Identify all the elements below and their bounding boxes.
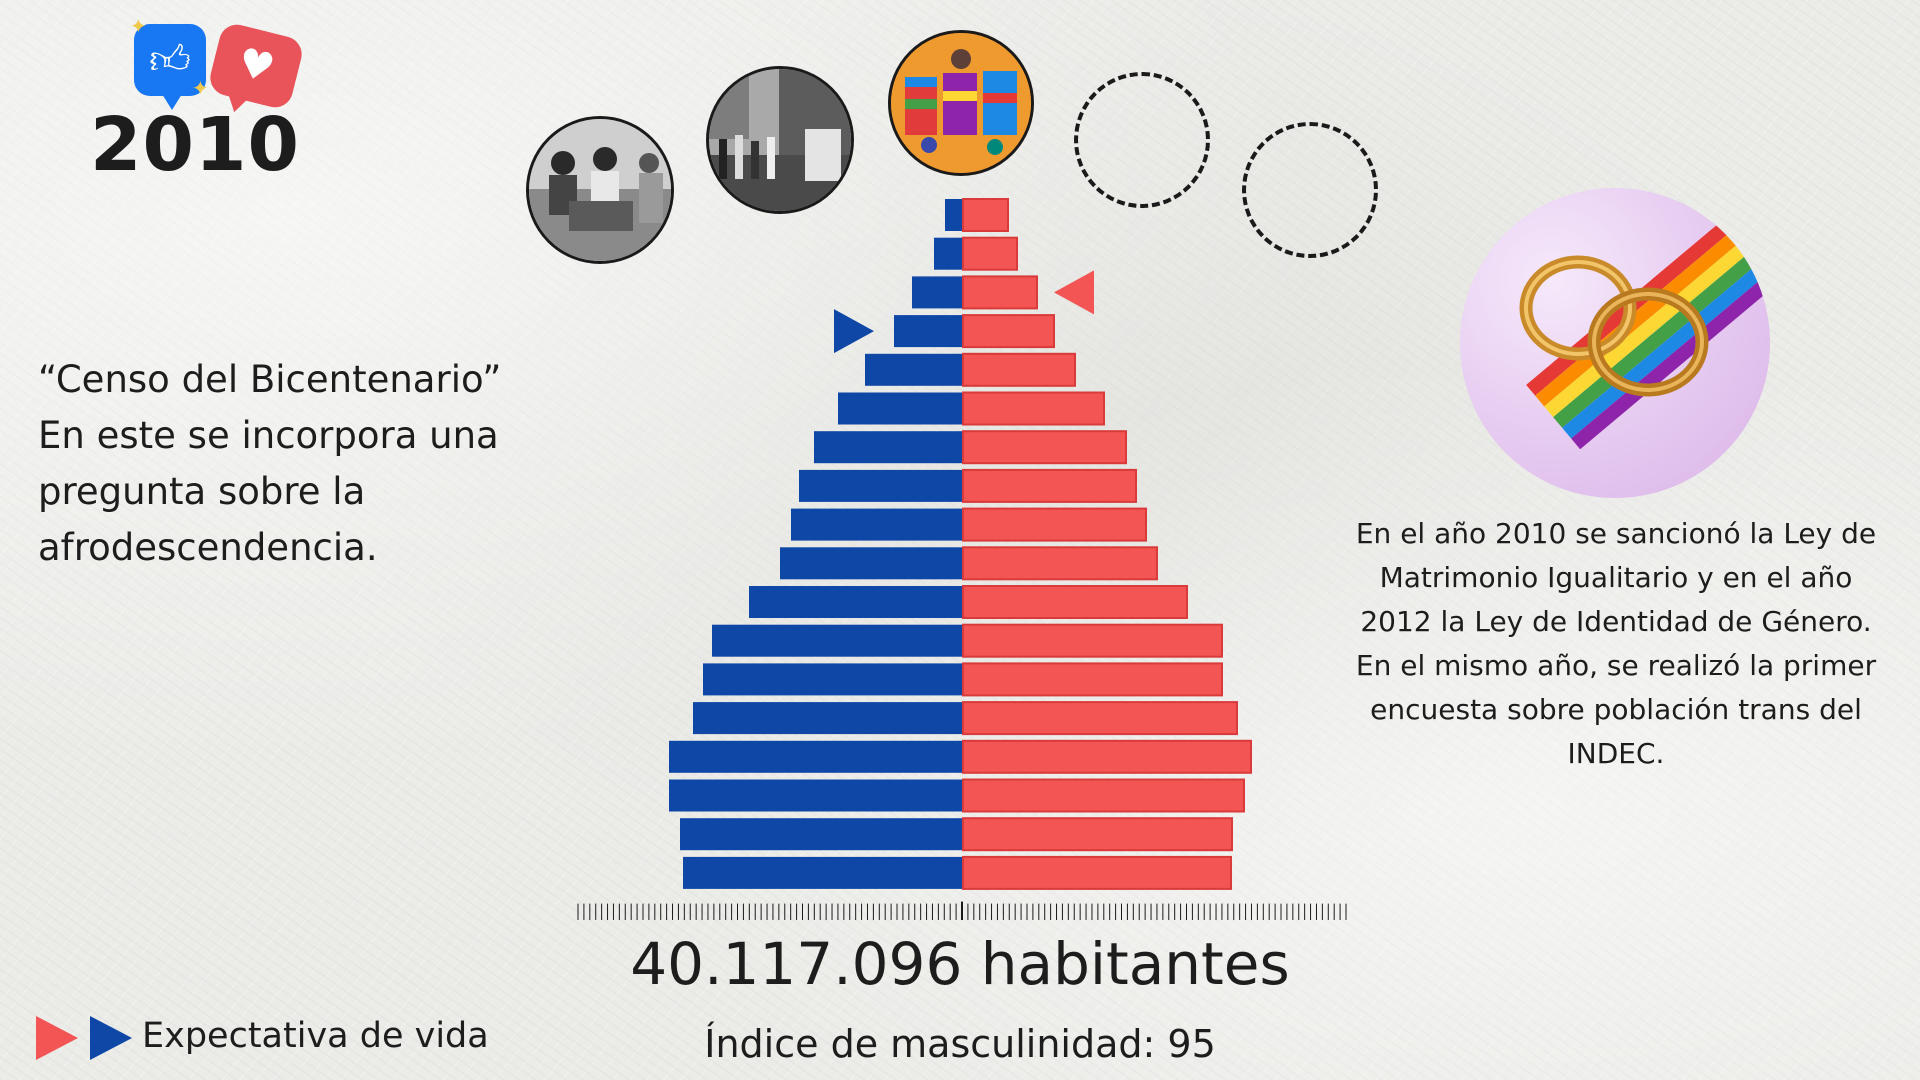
heart-icon: ♥ bbox=[206, 20, 306, 112]
photo-art bbox=[1519, 188, 1770, 450]
female-bar bbox=[962, 430, 1127, 465]
male-bar bbox=[680, 818, 962, 851]
census-note-line: En este se incorpora una bbox=[38, 414, 499, 457]
male-bar bbox=[669, 779, 962, 812]
male-bar bbox=[799, 469, 962, 502]
male-bar bbox=[865, 353, 962, 386]
female-bar bbox=[962, 817, 1233, 852]
census-note-line: “Censo del Bicentenario” bbox=[38, 358, 502, 401]
female-bar bbox=[962, 739, 1252, 774]
legend-label: Expectativa de vida bbox=[142, 1016, 489, 1056]
thumbs-up-icon: 👍︎ bbox=[149, 37, 191, 83]
sparkle-icon: ✦ bbox=[192, 76, 209, 100]
law-note-line: encuesta sobre población trans del bbox=[1370, 693, 1862, 726]
female-bar bbox=[962, 701, 1238, 736]
female-bar bbox=[962, 275, 1038, 310]
law-note-line: En el mismo año, se realizó la primer bbox=[1355, 649, 1877, 682]
law-note-line: 2012 la Ley de Identidad de Género. bbox=[1360, 605, 1872, 638]
life-expectancy-markers bbox=[834, 270, 1094, 354]
male-bar bbox=[780, 547, 962, 580]
census-note: “Censo del Bicentenario” En este se inco… bbox=[38, 352, 518, 576]
population-total: 40.117.096 habitantes bbox=[630, 930, 1290, 998]
female-bar bbox=[962, 855, 1232, 890]
male-bar bbox=[703, 663, 962, 696]
census-note-line: afrodescendencia. bbox=[38, 526, 378, 569]
male-bar bbox=[912, 276, 962, 309]
female-bar bbox=[962, 662, 1223, 697]
male-bar bbox=[838, 392, 962, 425]
male-bar bbox=[934, 237, 962, 270]
population-pyramid bbox=[577, 198, 1347, 920]
male-life-expectancy-marker bbox=[834, 309, 874, 354]
female-bar bbox=[962, 198, 1009, 232]
female-bar bbox=[962, 778, 1245, 813]
law-note-line: Matrimonio Igualitario y en el año bbox=[1379, 561, 1853, 594]
male-bar bbox=[683, 856, 962, 889]
census-note-line: pregunta sobre la bbox=[38, 470, 366, 513]
male-bar bbox=[712, 624, 962, 657]
law-note-line: En el año 2010 se sancionó la Ley de bbox=[1355, 517, 1877, 550]
female-bar bbox=[962, 585, 1188, 619]
male-bar bbox=[814, 431, 962, 464]
female-bar bbox=[962, 314, 1055, 349]
female-life-expectancy-marker bbox=[1054, 270, 1094, 315]
wedding-rings-photo bbox=[1460, 188, 1770, 498]
empty-photo-slot bbox=[1242, 122, 1378, 258]
female-bar bbox=[962, 623, 1223, 658]
photo-art bbox=[891, 33, 1031, 173]
male-bar bbox=[749, 586, 962, 618]
male-bar bbox=[693, 702, 962, 735]
female-bars bbox=[962, 198, 1252, 890]
masculinity-index: Índice de masculinidad: 95 bbox=[704, 1022, 1216, 1066]
female-bar bbox=[962, 468, 1137, 503]
male-bar bbox=[791, 508, 962, 541]
sparkle-icon: ✦ bbox=[130, 14, 147, 38]
esi-education-logo bbox=[888, 30, 1034, 176]
year-title: 2010 bbox=[90, 102, 300, 188]
male-bars bbox=[669, 199, 962, 889]
historic-photo-women bbox=[526, 116, 674, 264]
male-bar bbox=[669, 740, 962, 773]
triangle-right-icon bbox=[90, 1016, 132, 1060]
male-bar bbox=[945, 199, 962, 231]
legend-markers bbox=[36, 1016, 132, 1060]
triangle-right-icon bbox=[36, 1016, 78, 1060]
photo-art bbox=[529, 119, 671, 261]
empty-photo-slot bbox=[1074, 72, 1210, 208]
law-note: En el año 2010 se sancionó la Ley de Mat… bbox=[1346, 512, 1886, 776]
x-axis-ruler bbox=[577, 901, 1347, 920]
female-bar bbox=[962, 391, 1105, 426]
female-bar bbox=[962, 236, 1018, 271]
historic-photo-march bbox=[706, 66, 854, 214]
like-icon: 👍︎ bbox=[134, 24, 206, 110]
female-bar bbox=[962, 507, 1147, 542]
photo-art bbox=[709, 69, 851, 211]
female-bar bbox=[962, 546, 1158, 581]
female-bar bbox=[962, 352, 1076, 387]
male-bar bbox=[894, 315, 962, 348]
law-note-line: INDEC. bbox=[1567, 737, 1665, 770]
